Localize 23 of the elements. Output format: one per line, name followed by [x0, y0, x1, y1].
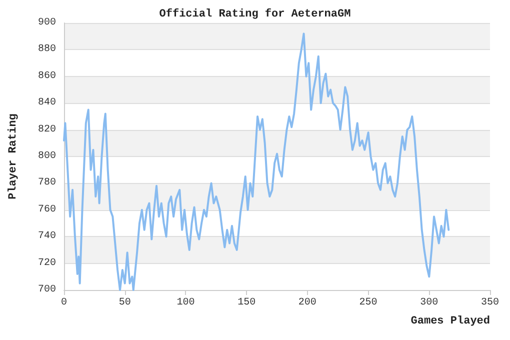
x-tick-label: 250: [359, 298, 378, 308]
x-tick-label: 50: [118, 298, 131, 308]
x-tick-label: 200: [298, 298, 316, 308]
y-tick-label: 880: [38, 44, 56, 56]
x-axis-title: Games Played: [410, 316, 490, 328]
y-tick-label: 720: [38, 258, 56, 269]
y-tick-label: 900: [38, 18, 56, 28]
y-tick-label: 740: [38, 231, 56, 242]
chart-title: Official Rating for AeternaGM: [159, 8, 352, 20]
y-tick-label: 780: [38, 178, 56, 189]
x-tick-label: 300: [420, 298, 438, 308]
x-tick-label: 0: [60, 298, 68, 308]
y-tick-label: 860: [38, 70, 56, 82]
y-tick-label: 700: [38, 284, 56, 296]
x-tick-label: 100: [176, 298, 195, 308]
x-tick-label: 150: [238, 298, 256, 308]
y-tick-label: 800: [38, 151, 56, 162]
x-tick-label: 350: [480, 298, 500, 308]
y-tick-label: 820: [38, 124, 56, 136]
line-series: [63, 32, 450, 291]
y-tick-label: 840: [38, 98, 56, 109]
y-axis-title: Player Rating: [8, 114, 20, 200]
y-tick-label: 760: [38, 204, 56, 216]
